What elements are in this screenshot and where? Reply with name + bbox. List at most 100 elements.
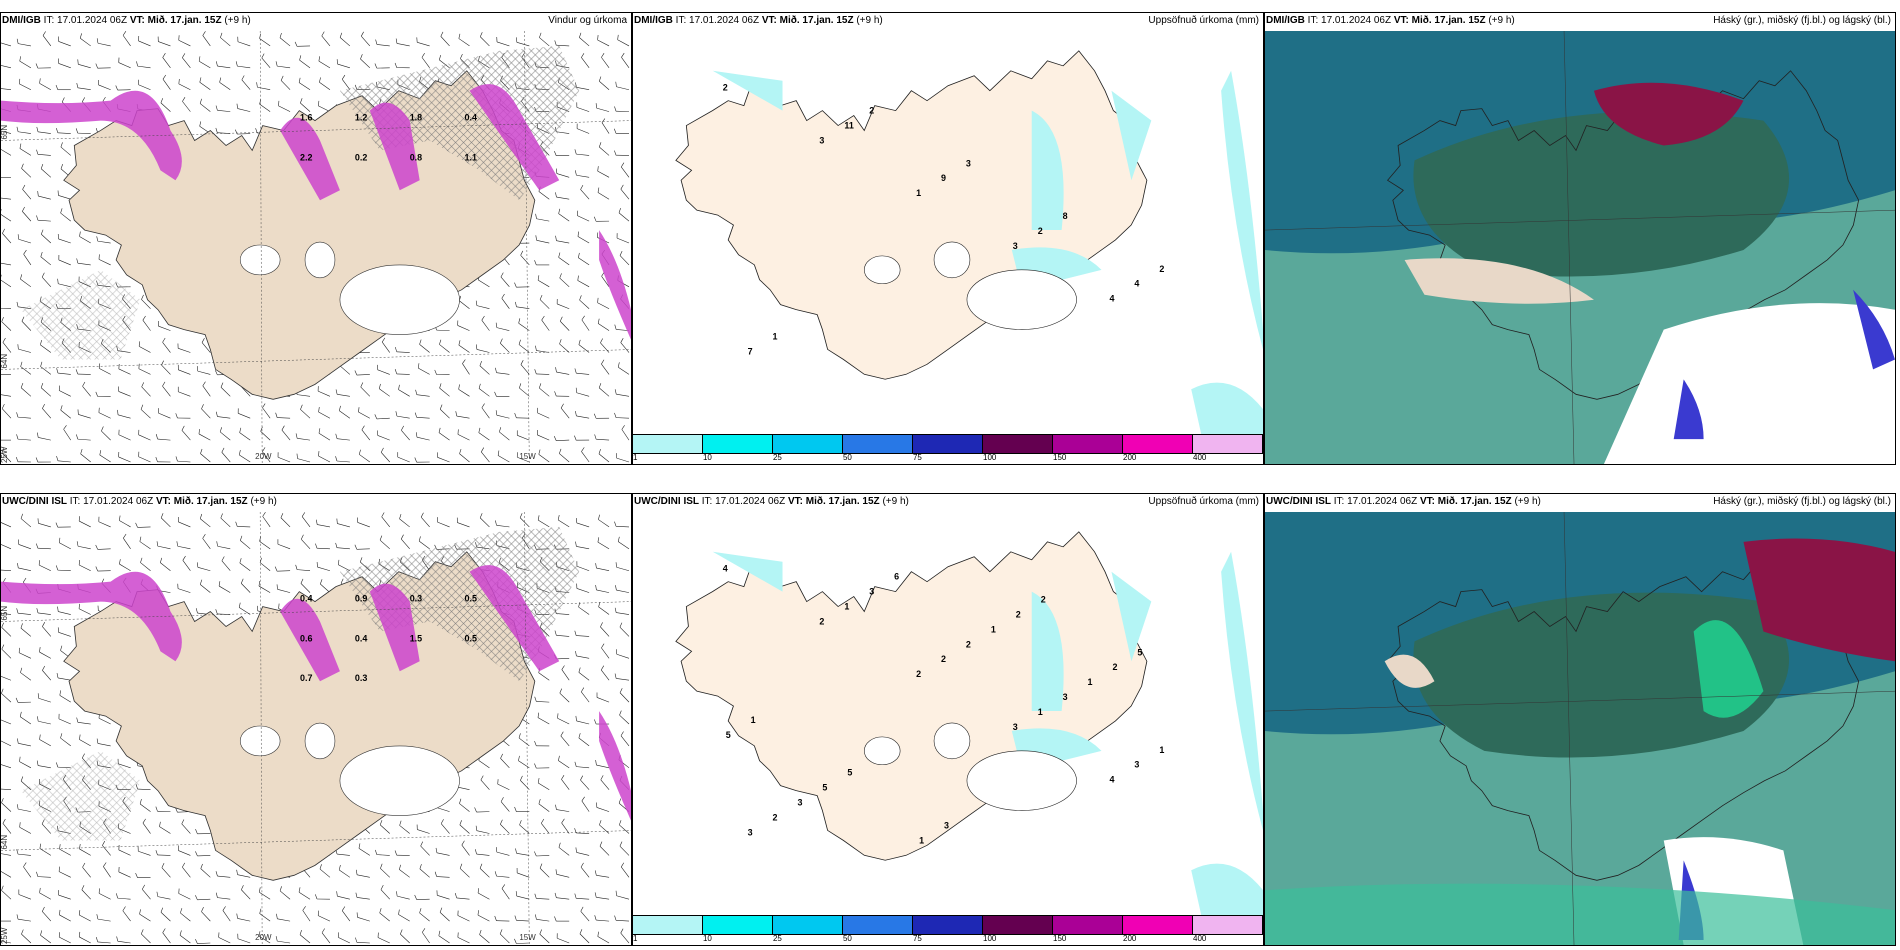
legend-swatch (633, 435, 703, 453)
accum-label: 4 (1109, 294, 1114, 304)
legend-tick: 50 (842, 453, 852, 462)
accum-label: 3 (869, 587, 874, 597)
accum-label: 2 (819, 616, 824, 626)
accum-label: 1 (773, 331, 778, 341)
precip-label: 1.6 (300, 113, 312, 123)
legend-tick: 10 (702, 453, 712, 462)
precip-label: 0.9 (355, 594, 367, 604)
precip-label: 1.5 (410, 633, 422, 643)
accum-label: 4 (723, 564, 728, 574)
accum-label: 3 (966, 158, 971, 168)
precip-label: 0.8 (410, 152, 422, 162)
accum-label: 3 (1134, 760, 1139, 770)
legend-tick: 400 (1193, 934, 1207, 943)
accum-label: 8 (1063, 211, 1068, 221)
panel-info: DMI/IGB IT: 17.01.2024 06Z VT: Mið. 17.j… (634, 15, 883, 26)
cloud-map (1265, 31, 1895, 464)
accum-label: 2 (773, 812, 778, 822)
wind-map: 0.4 0.9 0.3 0.5 0.6 0.4 1.5 0.5 0.7 0.3 65N 64N 2… (1, 512, 631, 945)
accum-label: 1 (1088, 677, 1093, 687)
accum-label: 1 (1038, 707, 1043, 717)
legend-tick: 100 (983, 453, 997, 462)
legend-swatch (983, 916, 1053, 934)
legend-tick: 1 (633, 453, 638, 462)
precip-label: 0.7 (300, 673, 312, 683)
accum-map: 2 3 1 3 4 7 11 9 2 4 1 2 3 8 2 (633, 31, 1263, 434)
precip-label: 0.5 (465, 594, 477, 604)
legend-swatch (983, 435, 1053, 453)
precip-label: 0.2 (355, 152, 367, 162)
panel-info: UWC/DINI ISL IT: 17.01.2024 06Z VT: Mið.… (634, 496, 909, 507)
panel-header: DMI/IGB IT: 17.01.2024 06Z VT: Mið. 17.j… (1, 12, 631, 30)
legend-swatch (843, 916, 913, 934)
panel-info: UWC/DINI ISL IT: 17.01.2024 06Z VT: Mið.… (1266, 496, 1541, 507)
lon-label: 20W (255, 933, 272, 942)
accum-label: 3 (1013, 722, 1018, 732)
precip-label: 0.4 (300, 594, 312, 604)
accum-label: 2 (869, 106, 874, 116)
legend-swatch (913, 435, 983, 453)
panel-title: Vindur og úrkoma (548, 15, 627, 26)
precip-label: 0.6 (300, 633, 312, 643)
accum-label: 5 (1137, 647, 1142, 657)
accum-label: 3 (944, 820, 949, 830)
panel-header: DMI/IGB IT: 17.01.2024 06Z VT: Mið. 17.j… (633, 12, 1263, 30)
accum-label: 5 (847, 768, 852, 778)
accum-label: 6 (894, 572, 899, 582)
legend-tick: 200 (1123, 453, 1137, 462)
accum-label: 2 (941, 654, 946, 664)
panel-title: Uppsöfnuð úrkoma (mm) (1148, 15, 1259, 26)
legend-swatch (1123, 435, 1193, 453)
precip-label: 0.4 (355, 633, 367, 643)
panel-header: DMI/IGB IT: 17.01.2024 06Z VT: Mið. 17.j… (1265, 12, 1895, 30)
accum-label: 1 (919, 835, 924, 845)
panel-info: DMI/IGB IT: 17.01.2024 06Z VT: Mið. 17.j… (1266, 15, 1515, 26)
accum-map: 4 2 2 3 4 3 1 2 1 3 2 3 2 3 1 3 6 1 1 5 5 1 2 2 1 5 3 2 5 (633, 512, 1263, 915)
legend-tick: 10 (702, 934, 712, 943)
legend-tick: 25 (772, 934, 782, 943)
accum-label: 1 (751, 715, 756, 725)
legend-swatch (773, 916, 843, 934)
accum-label: 7 (748, 346, 753, 356)
panel-dmi-accum: DMI/IGB IT: 17.01.2024 06Z VT: Mið. 17.j… (632, 12, 1264, 465)
accum-label: 3 (819, 135, 824, 145)
precip-label: 1.8 (410, 113, 422, 123)
cloud-map (1265, 512, 1895, 945)
accum-label: 1 (991, 624, 996, 634)
accum-label: 2 (916, 669, 921, 679)
legend-swatch (843, 435, 913, 453)
panel-header: UWC/DINI ISL IT: 17.01.2024 06Z VT: Mið.… (1, 493, 631, 511)
legend-swatch (703, 916, 773, 934)
panel-dmi-wind: DMI/IGB IT: 17.01.2024 06Z VT: Mið. 17.j… (0, 12, 632, 465)
precip-label: 0.4 (465, 113, 477, 123)
panel-title: Háský (gr.), miðský (fj.bl.) og lágský (… (1713, 496, 1891, 507)
accum-label: 4 (1134, 279, 1139, 289)
panel-uwc-cloud: UWC/DINI ISL IT: 17.01.2024 06Z VT: Mið.… (1264, 493, 1896, 946)
precip-label: 0.3 (410, 594, 422, 604)
panel-info: DMI/IGB IT: 17.01.2024 06Z VT: Mið. 17.j… (2, 15, 251, 26)
lon-label: 15W (519, 452, 536, 461)
legend-swatch (703, 435, 773, 453)
legend-tick: 150 (1053, 934, 1067, 943)
legend-swatch (773, 435, 843, 453)
accum-label: 1 (916, 188, 921, 198)
lon-label: 15W (519, 933, 536, 942)
precip-label: 0.5 (465, 633, 477, 643)
lon-label: 25W (1, 446, 9, 463)
accum-label: 2 (1041, 595, 1046, 605)
accum-label: 2 (966, 639, 971, 649)
accum-label: 11 (844, 121, 853, 131)
precip-label: 2.2 (300, 152, 312, 162)
accum-label: 9 (941, 173, 946, 183)
panel-header: UWC/DINI ISL IT: 17.01.2024 06Z VT: Mið.… (1265, 493, 1895, 511)
legend-swatch (1193, 916, 1263, 934)
lat-label: 64N (1, 354, 9, 369)
lat-label: 65N (1, 606, 9, 621)
legend-tick: 75 (912, 934, 922, 943)
accum-label: 1 (844, 602, 849, 612)
accum-label: 1 (1159, 745, 1164, 755)
lon-label: 25W (1, 927, 9, 944)
legend-swatch (1123, 916, 1193, 934)
panel-dmi-cloud: DMI/IGB IT: 17.01.2024 06Z VT: Mið. 17.j… (1264, 12, 1896, 465)
legend-tick: 1 (633, 934, 638, 943)
